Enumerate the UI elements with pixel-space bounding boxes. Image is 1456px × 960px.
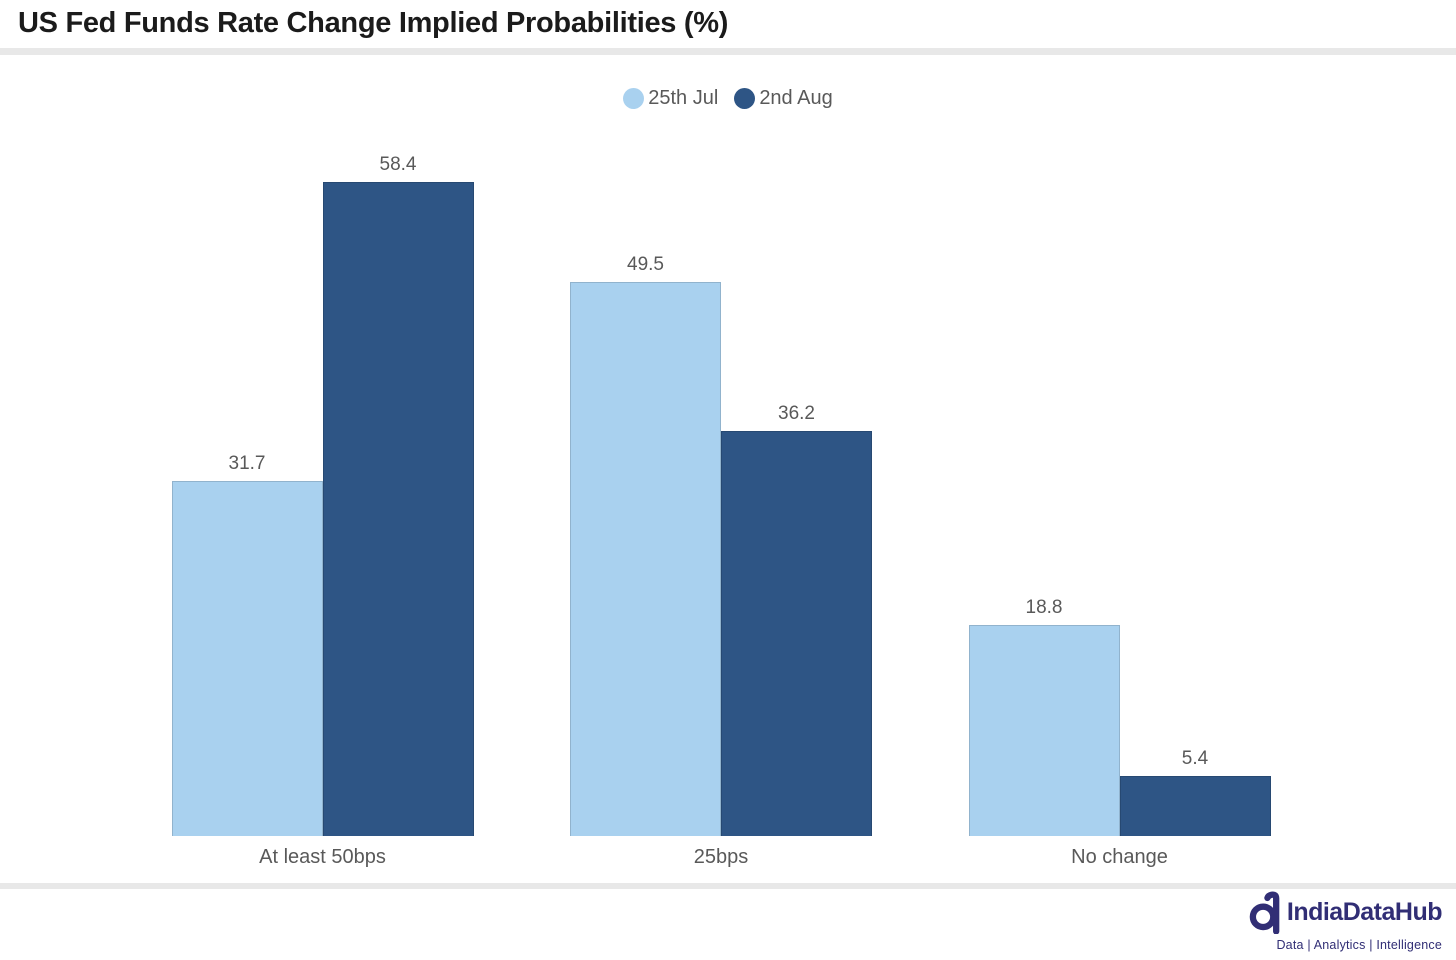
legend-label-2nd-aug: 2nd Aug xyxy=(759,87,833,109)
bar-25th-jul-25bps xyxy=(570,282,721,836)
bar-slot: 31.7 xyxy=(171,0,323,836)
plot-area: 31.7 58.4 At least 50bps 49.5 36.2 25bps 18.8 5… xyxy=(171,0,1271,868)
footer-branding: IndiaDataHub Data | Analytics | Intellig… xyxy=(1249,890,1443,952)
legend-item-2nd-aug: 2nd Aug xyxy=(734,87,833,110)
category-label-25bps: 25bps xyxy=(693,846,749,868)
legend: 25th Jul 2nd Aug xyxy=(0,87,1456,110)
brand-row: IndiaDataHub xyxy=(1249,890,1443,934)
bar-value-label: 36.2 xyxy=(778,403,815,424)
bar-value-label: 5.4 xyxy=(1181,748,1209,769)
bar-slot: 58.4 xyxy=(322,0,474,836)
bar-2nd-aug-at-least-50bps xyxy=(322,182,474,836)
bar-value-label: 58.4 xyxy=(379,154,417,175)
chart-title: US Fed Funds Rate Change Implied Probabi… xyxy=(18,7,729,39)
bar-25th-jul-at-least-50bps xyxy=(171,481,323,836)
bar-slot: 36.2 xyxy=(721,0,872,836)
legend-item-25th-jul: 25th Jul xyxy=(623,87,718,110)
bar-group-25bps: 49.5 36.2 25bps xyxy=(570,0,872,868)
top-divider xyxy=(0,48,1456,55)
bar-slot: 49.5 xyxy=(570,0,721,836)
bar-slot: 5.4 xyxy=(1119,0,1271,836)
bar-2nd-aug-25bps xyxy=(721,431,872,836)
bar-group-at-least-50bps: 31.7 58.4 At least 50bps xyxy=(171,0,474,868)
legend-swatch-dark-blue-icon xyxy=(734,88,756,109)
bar-value-label: 31.7 xyxy=(228,453,266,474)
legend-label-25th-jul: 25th Jul xyxy=(648,87,719,109)
bar-2nd-aug-no-change xyxy=(1119,776,1271,836)
indiadatahub-d-magnifier-icon xyxy=(1249,891,1280,934)
bar-group-no-change: 18.8 5.4 No change xyxy=(968,0,1271,868)
bar-25th-jul-no-change xyxy=(968,625,1120,836)
category-label-at-least-50bps: At least 50bps xyxy=(259,846,386,868)
bar-value-label: 18.8 xyxy=(1025,597,1063,618)
legend-swatch-light-blue-icon xyxy=(623,88,645,109)
brand-name: IndiaDataHub xyxy=(1286,897,1443,926)
brand-tagline: Data | Analytics | Intelligence xyxy=(1276,938,1442,952)
bar-slot: 18.8 xyxy=(968,0,1120,836)
bottom-divider xyxy=(0,883,1456,889)
bar-value-label: 49.5 xyxy=(627,254,664,275)
category-label-no-change: No change xyxy=(1071,846,1168,868)
